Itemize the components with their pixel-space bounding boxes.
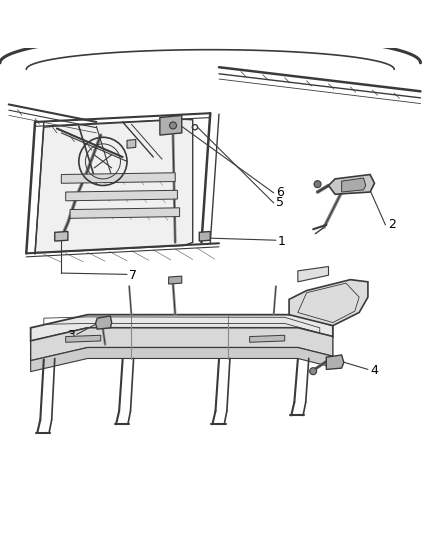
Polygon shape [55,231,68,241]
Polygon shape [298,266,328,282]
Polygon shape [160,115,182,135]
Text: 3: 3 [67,329,74,342]
Polygon shape [95,316,112,329]
Polygon shape [199,231,210,241]
Polygon shape [328,174,374,194]
Polygon shape [289,280,368,326]
Polygon shape [31,314,333,341]
Text: 6: 6 [276,187,284,199]
Text: 5: 5 [276,197,284,209]
Text: 4: 4 [370,364,378,377]
Polygon shape [61,173,175,183]
Text: 7: 7 [129,269,137,282]
Text: 2: 2 [388,219,396,231]
Polygon shape [169,276,182,284]
Circle shape [170,122,177,129]
Polygon shape [342,178,366,192]
Text: 1: 1 [278,235,286,248]
Circle shape [314,181,321,188]
Polygon shape [70,208,180,219]
Polygon shape [66,190,177,201]
Polygon shape [35,119,193,253]
Polygon shape [326,355,344,369]
Circle shape [310,368,317,375]
Polygon shape [127,140,136,148]
Polygon shape [31,328,333,361]
Polygon shape [31,348,333,372]
Polygon shape [250,335,285,342]
Polygon shape [66,335,101,342]
